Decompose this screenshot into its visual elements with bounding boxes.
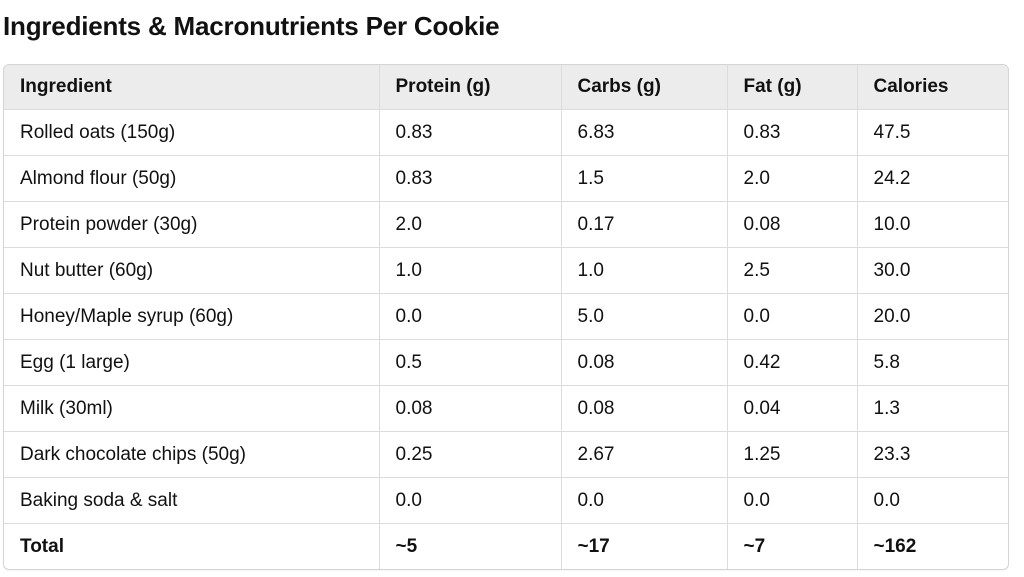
cell-ingredient: Dark chocolate chips (50g) bbox=[4, 431, 380, 478]
page-title: Ingredients & Macronutrients Per Cookie bbox=[3, 11, 500, 41]
cell-fat: 0.42 bbox=[727, 339, 858, 386]
cell-ingredient: Nut butter (60g) bbox=[4, 247, 380, 294]
cell-carbs: 1.5 bbox=[561, 155, 728, 202]
cell-protein: 0.83 bbox=[379, 109, 562, 156]
total-calories: ~162 bbox=[873, 535, 917, 557]
macronutrients-table: Ingredient Protein (g) Carbs (g) Fat (g)… bbox=[4, 65, 1008, 569]
cell-carbs: 5.0 bbox=[561, 293, 728, 340]
cell-ingredient: Rolled oats (150g) bbox=[4, 109, 380, 156]
total-carbs: ~17 bbox=[561, 523, 728, 569]
table-row: Rolled oats (150g) 0.83 6.83 0.83 47.5 bbox=[4, 109, 1008, 156]
cell-protein: 0.0 bbox=[379, 477, 562, 524]
total-label: Total bbox=[4, 523, 380, 569]
table-row: Dark chocolate chips (50g) 0.25 2.67 1.2… bbox=[4, 431, 1008, 478]
table-row: Milk (30ml) 0.08 0.08 0.04 1.3 bbox=[4, 385, 1008, 432]
header-carbs: Carbs (g) bbox=[561, 65, 728, 110]
cell-ingredient: Egg (1 large) bbox=[4, 339, 380, 386]
cell-calories: 1.3 bbox=[857, 385, 1008, 432]
cell-carbs: 0.17 bbox=[561, 201, 728, 248]
cell-calories: 0.0 bbox=[857, 477, 1008, 524]
cell-protein: 2.0 bbox=[379, 201, 562, 248]
cell-ingredient: Baking soda & salt bbox=[4, 477, 380, 524]
total-fat: ~7 bbox=[727, 523, 858, 569]
cell-fat: 0.0 bbox=[727, 477, 858, 524]
cell-calories: 47.5 bbox=[857, 109, 1008, 156]
cell-fat: 1.25 bbox=[727, 431, 858, 478]
cell-protein: 0.08 bbox=[379, 385, 562, 432]
cell-protein: 0.25 bbox=[379, 431, 562, 478]
table-row: Egg (1 large) 0.5 0.08 0.42 5.8 bbox=[4, 339, 1008, 386]
cell-calories: 10.0 bbox=[857, 201, 1008, 248]
cell-carbs: 2.67 bbox=[561, 431, 728, 478]
cell-fat: 0.04 bbox=[727, 385, 858, 432]
cell-protein: 0.0 bbox=[379, 293, 562, 340]
cell-fat: 0.0 bbox=[727, 293, 858, 340]
header-ingredient: Ingredient bbox=[4, 65, 380, 110]
header-fat: Fat (g) bbox=[727, 65, 858, 110]
cell-ingredient: Almond flour (50g) bbox=[4, 155, 380, 202]
cell-protein: 1.0 bbox=[379, 247, 562, 294]
cell-calories: 24.2 bbox=[857, 155, 1008, 202]
cell-fat: 0.83 bbox=[727, 109, 858, 156]
table-row: Honey/Maple syrup (60g) 0.0 5.0 0.0 20.0 bbox=[4, 293, 1008, 340]
cell-fat: 0.08 bbox=[727, 201, 858, 248]
cell-calories: 30.0 bbox=[857, 247, 1008, 294]
cell-fat: 2.0 bbox=[727, 155, 858, 202]
cell-carbs: 0.0 bbox=[561, 477, 728, 524]
cell-protein: 0.83 bbox=[379, 155, 562, 202]
header-protein: Protein (g) bbox=[379, 65, 562, 110]
table-row: Nut butter (60g) 1.0 1.0 2.5 30.0 bbox=[4, 247, 1008, 294]
cell-calories: 5.8 bbox=[857, 339, 1008, 386]
cell-ingredient: Protein powder (30g) bbox=[4, 201, 380, 248]
table-row: Protein powder (30g) 2.0 0.17 0.08 10.0 bbox=[4, 201, 1008, 248]
cell-fat: 2.5 bbox=[727, 247, 858, 294]
macronutrients-table-container: Ingredient Protein (g) Carbs (g) Fat (g)… bbox=[3, 64, 1009, 570]
table-header-row: Ingredient Protein (g) Carbs (g) Fat (g)… bbox=[4, 65, 1008, 110]
cell-calories: 20.0 bbox=[857, 293, 1008, 340]
cell-calories: 23.3 bbox=[857, 431, 1008, 478]
cell-carbs: 0.08 bbox=[561, 385, 728, 432]
cell-carbs: 0.08 bbox=[561, 339, 728, 386]
cell-ingredient: Milk (30ml) bbox=[4, 385, 380, 432]
total-row: Total ~5 ~17 ~7 ~162 bbox=[4, 523, 1008, 569]
cell-carbs: 6.83 bbox=[561, 109, 728, 156]
cell-ingredient: Honey/Maple syrup (60g) bbox=[4, 293, 380, 340]
table-row: Almond flour (50g) 0.83 1.5 2.0 24.2 bbox=[4, 155, 1008, 202]
cell-carbs: 1.0 bbox=[561, 247, 728, 294]
total-protein: ~5 bbox=[379, 523, 562, 569]
header-calories: Calories bbox=[857, 65, 1008, 110]
cell-protein: 0.5 bbox=[379, 339, 562, 386]
table-row: Baking soda & salt 0.0 0.0 0.0 0.0 bbox=[4, 477, 1008, 524]
